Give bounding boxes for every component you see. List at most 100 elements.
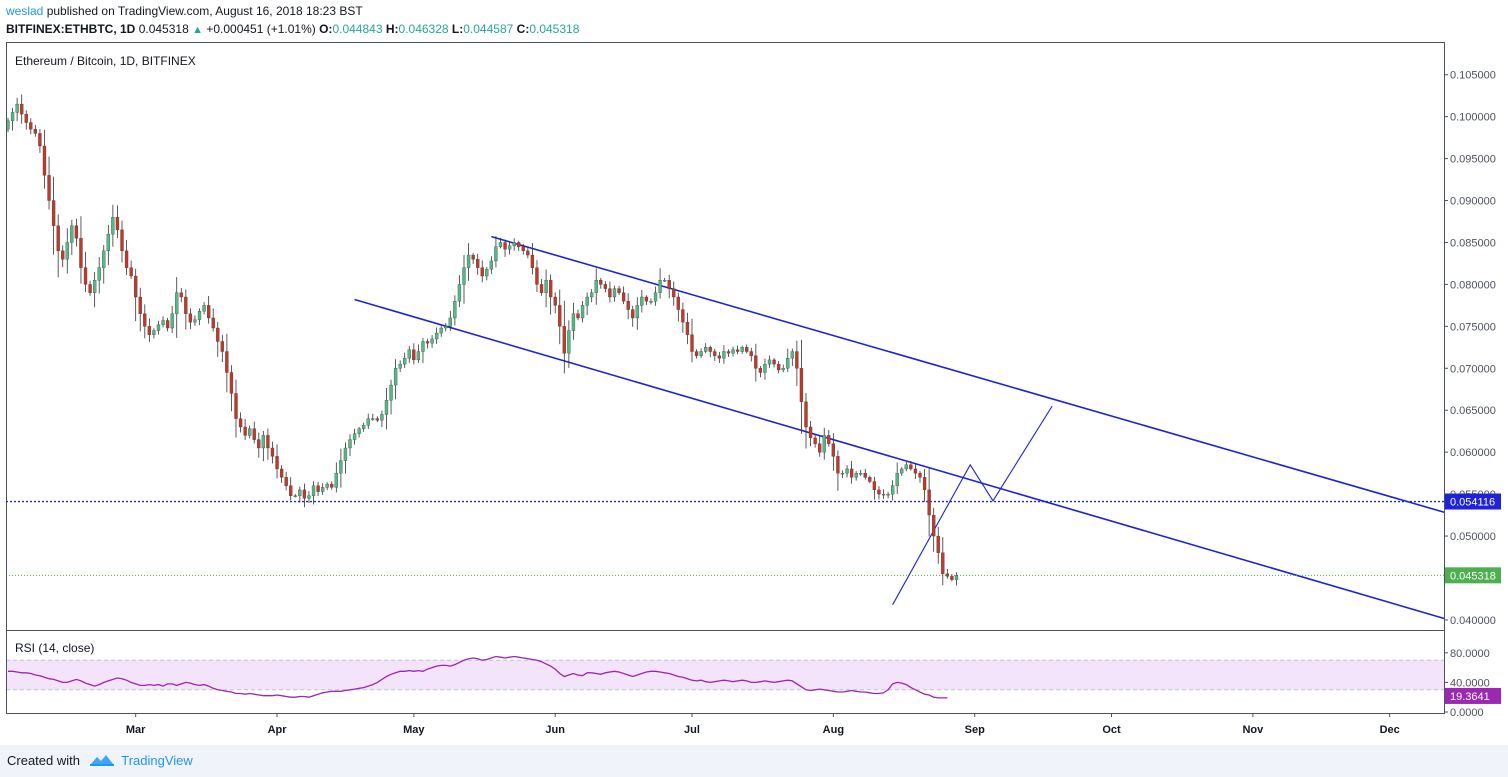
candle-body [517, 242, 521, 247]
candle-body [434, 332, 439, 340]
candle [644, 295, 649, 305]
candle [836, 450, 840, 491]
candle-body [621, 292, 626, 302]
last-price-badge-text: 0.045318 [1450, 570, 1496, 582]
candle-body [526, 250, 530, 256]
candle [767, 355, 772, 368]
candle-body [334, 472, 338, 488]
candle-body [124, 250, 129, 268]
candle [827, 429, 831, 447]
candle-body [544, 280, 548, 293]
candle-body [895, 472, 899, 486]
author-link[interactable]: weslad [6, 4, 44, 18]
candle [115, 205, 120, 239]
candle-body [92, 280, 97, 293]
candle-body [184, 296, 188, 314]
candle [243, 419, 247, 441]
time-axis[interactable]: Mar Apr May Jun Jul Aug Sep Oct Nov Dec [126, 713, 1400, 736]
candle-body [238, 418, 243, 428]
candle [681, 302, 685, 333]
candle-body [24, 113, 28, 123]
candle [106, 224, 110, 266]
candle [170, 305, 174, 334]
candle-body [229, 372, 234, 394]
candle-body [248, 428, 252, 436]
candle-body [813, 437, 817, 444]
candle [311, 481, 316, 505]
candle [375, 416, 380, 423]
candle [266, 428, 270, 460]
candle [398, 360, 402, 373]
candle [608, 281, 612, 303]
candle-body [298, 489, 302, 496]
candle-body [33, 129, 38, 134]
candle-body [120, 229, 124, 252]
candle [439, 325, 443, 337]
close-label: C: [516, 22, 530, 36]
candle [147, 318, 152, 342]
candle [790, 348, 794, 366]
candle-body [562, 326, 566, 354]
candle [603, 281, 608, 293]
candle [339, 448, 343, 488]
candle [448, 310, 452, 331]
candle-body [357, 428, 361, 434]
candle-body [29, 122, 33, 130]
candle-body [580, 305, 585, 319]
candle-body [161, 320, 165, 325]
candle [758, 366, 763, 378]
candle [42, 129, 47, 189]
candle-body [881, 493, 886, 496]
candle-body [922, 477, 927, 491]
tradingview-link[interactable]: TradingView [121, 753, 193, 768]
candle-body [61, 250, 65, 260]
candle-body [521, 246, 525, 252]
tradingview-logo-icon[interactable] [89, 753, 114, 770]
candle-body [763, 363, 767, 373]
candle [548, 274, 553, 315]
candle [74, 218, 79, 247]
candle-body [676, 296, 680, 310]
candle [15, 97, 19, 122]
chart-title: Ethereum / Bitcoin, 1D, BITFINEX [15, 54, 196, 68]
candle [24, 110, 28, 130]
candle [704, 343, 708, 354]
candle-body [936, 535, 940, 553]
candle [599, 277, 603, 289]
candle-body [863, 472, 867, 478]
chart-area[interactable]: 0.105000 0.100000 0.095000 0.090000 0.085000… [0, 42, 1508, 745]
candle-body [854, 472, 858, 478]
candle [29, 118, 33, 135]
candle-body [713, 351, 717, 356]
candle [352, 428, 357, 445]
candle-body [494, 246, 498, 262]
candle [124, 239, 129, 276]
candle-body [129, 267, 133, 277]
candle [517, 240, 521, 251]
price-tick-label: 0.090000 [1450, 196, 1496, 208]
candle-body [407, 349, 411, 359]
candle [79, 216, 83, 284]
candle [92, 272, 97, 308]
candle-body [849, 468, 854, 478]
candle [38, 129, 42, 153]
candle-body [831, 443, 836, 457]
trendline-layer[interactable] [354, 235, 1508, 643]
price-tick-label: 0.095000 [1450, 154, 1496, 166]
rsi-value-badge-text: 19.3641 [1450, 691, 1490, 703]
candle [635, 297, 639, 330]
candle [47, 156, 51, 210]
price-axis[interactable]: 0.105000 0.100000 0.095000 0.090000 0.085000… [1444, 70, 1501, 719]
candle-body [799, 368, 804, 402]
candle-body [859, 472, 863, 475]
candle [362, 422, 366, 432]
candle [567, 320, 571, 368]
candle-body [913, 468, 918, 474]
candle [334, 462, 338, 493]
candle-body [243, 426, 247, 436]
candle-body [88, 284, 92, 293]
candle [818, 435, 822, 457]
candle [740, 345, 744, 354]
candle [279, 465, 284, 483]
candle [380, 410, 384, 428]
